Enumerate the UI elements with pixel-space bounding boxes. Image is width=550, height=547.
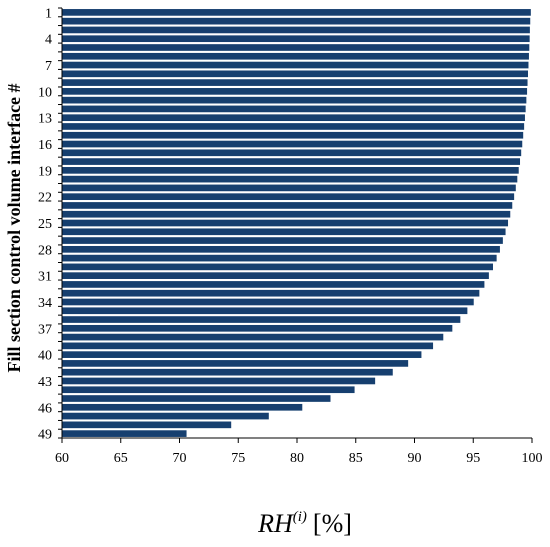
y-tick-label-16: 16 — [38, 138, 52, 153]
axes — [58, 7, 533, 443]
bar-44 — [62, 386, 355, 394]
bar-7 — [62, 61, 529, 69]
bar-47 — [62, 412, 269, 420]
bar-31 — [62, 272, 489, 279]
bar-8 — [62, 70, 528, 78]
y-tick-label-10: 10 — [38, 85, 52, 100]
x-tick-labels: 60 65 70 75 80 85 90 95 100 — [55, 451, 543, 466]
bar-35 — [62, 307, 468, 315]
x-axis-label-unit: [%] — [313, 509, 352, 538]
bar-13 — [62, 114, 525, 122]
bar-2 — [62, 17, 531, 25]
bar-1 — [62, 9, 531, 16]
bar-18 — [62, 158, 521, 165]
bar-6 — [62, 52, 529, 60]
x-tick-label-60: 60 — [55, 451, 69, 466]
bar-25 — [62, 219, 509, 227]
bar-20 — [62, 175, 518, 183]
bar-9 — [62, 79, 528, 86]
y-tick-label-19: 19 — [38, 164, 52, 179]
y-tick-label-28: 28 — [38, 243, 52, 258]
bar-49 — [62, 430, 187, 437]
bar-27 — [62, 237, 503, 244]
y-tick-label-40: 40 — [38, 349, 52, 364]
bar-38 — [62, 333, 444, 341]
x-tick-label-85: 85 — [349, 451, 363, 466]
bar-10 — [62, 88, 528, 95]
x-axis-label-main: RH — [257, 509, 294, 538]
bar-45 — [62, 395, 331, 402]
x-tick-label-75: 75 — [231, 451, 245, 466]
bar-39 — [62, 342, 434, 350]
x-tick-label-80: 80 — [290, 451, 304, 466]
bar-4 — [62, 35, 530, 43]
bar-23 — [62, 202, 513, 209]
bar-34 — [62, 298, 474, 306]
y-tick-label-43: 43 — [38, 375, 52, 390]
bar-17 — [62, 149, 522, 157]
y-tick-labels: 1 4 7 10 13 16 19 22 25 28 31 34 37 40 43 46 49 — [38, 6, 52, 442]
y-axis-label: Fill section control volume interface # — [4, 83, 24, 372]
y-tick-label-46: 46 — [38, 401, 52, 416]
y-tick-label-22: 22 — [38, 191, 52, 206]
bar-24 — [62, 210, 511, 218]
bar-12 — [62, 105, 526, 113]
bar-36 — [62, 316, 461, 323]
bars-group — [62, 9, 531, 437]
bar-33 — [62, 289, 480, 297]
bar-14 — [62, 123, 525, 130]
bar-43 — [62, 377, 376, 385]
x-axis-label: RH(i) [%] — [257, 509, 352, 538]
y-tick-label-13: 13 — [38, 112, 52, 127]
bar-42 — [62, 368, 393, 376]
y-tick-label-7: 7 — [45, 59, 52, 74]
y-tick-label-25: 25 — [38, 217, 52, 232]
bar-41 — [62, 360, 409, 367]
bar-40 — [62, 351, 422, 358]
bar-26 — [62, 228, 506, 236]
bar-5 — [62, 44, 530, 51]
y-tick-label-37: 37 — [38, 322, 52, 337]
y-tick-label-34: 34 — [38, 296, 52, 311]
x-tick-label-70: 70 — [173, 451, 187, 466]
bar-11 — [62, 96, 527, 104]
y-tick-label-4: 4 — [45, 33, 52, 48]
bar-28 — [62, 245, 500, 253]
y-tick-label-1: 1 — [45, 6, 52, 21]
bar-16 — [62, 140, 523, 148]
bar-15 — [62, 131, 524, 139]
bar-37 — [62, 324, 453, 332]
bar-21 — [62, 184, 516, 192]
bar-46 — [62, 403, 303, 411]
x-tick-label-90: 90 — [408, 451, 422, 466]
x-tick-label-100: 100 — [522, 451, 543, 466]
bar-3 — [62, 26, 530, 34]
x-axis-label-superscript: (i) — [293, 509, 307, 525]
bar-22 — [62, 193, 515, 201]
y-tick-label-49: 49 — [38, 428, 52, 443]
x-tick-label-95: 95 — [466, 451, 480, 466]
bar-29 — [62, 254, 497, 262]
x-tick-label-65: 65 — [114, 451, 128, 466]
bar-30 — [62, 263, 493, 271]
y-tick-label-31: 31 — [38, 270, 52, 285]
bar-32 — [62, 281, 485, 288]
bar-19 — [62, 167, 519, 174]
bar-48 — [62, 421, 232, 429]
